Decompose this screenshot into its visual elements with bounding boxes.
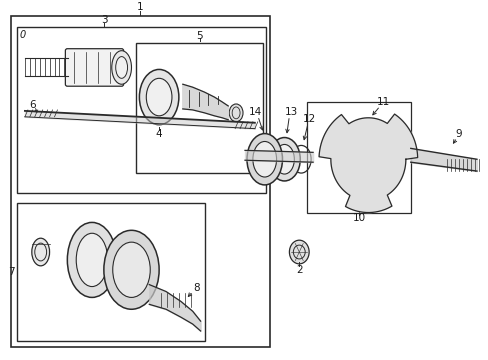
Text: 2: 2: [295, 265, 302, 275]
Ellipse shape: [268, 138, 300, 181]
Text: 11: 11: [376, 97, 389, 107]
Text: 8: 8: [193, 283, 200, 293]
Bar: [136, 43, 262, 173]
Ellipse shape: [67, 222, 117, 297]
Ellipse shape: [289, 240, 308, 264]
Text: 7: 7: [8, 267, 14, 277]
Text: 3: 3: [101, 15, 107, 25]
Text: 0: 0: [20, 30, 26, 40]
Polygon shape: [183, 84, 228, 120]
Ellipse shape: [103, 230, 159, 309]
Text: 14: 14: [249, 107, 262, 117]
Ellipse shape: [112, 51, 131, 84]
Ellipse shape: [139, 69, 179, 125]
Text: 13: 13: [284, 107, 297, 117]
Bar: [17, 203, 204, 341]
FancyBboxPatch shape: [65, 49, 123, 86]
Ellipse shape: [113, 242, 150, 297]
Ellipse shape: [146, 78, 172, 116]
Polygon shape: [318, 114, 417, 212]
Text: 9: 9: [455, 129, 462, 139]
Ellipse shape: [350, 146, 360, 156]
Ellipse shape: [32, 238, 49, 266]
Bar: [11, 16, 269, 347]
Text: 1: 1: [137, 2, 143, 12]
Ellipse shape: [229, 104, 243, 122]
Ellipse shape: [252, 141, 276, 177]
Ellipse shape: [246, 134, 282, 185]
Bar: [306, 102, 410, 212]
Text: 6: 6: [29, 100, 36, 110]
Ellipse shape: [363, 171, 372, 181]
Ellipse shape: [348, 138, 387, 181]
Text: 5: 5: [196, 31, 203, 41]
Text: 10: 10: [352, 213, 365, 224]
Ellipse shape: [375, 146, 386, 156]
Ellipse shape: [356, 145, 380, 173]
Ellipse shape: [76, 233, 107, 287]
Text: 12: 12: [302, 114, 315, 124]
Ellipse shape: [274, 144, 294, 174]
Ellipse shape: [116, 57, 127, 78]
Bar: [17, 27, 265, 193]
Text: 4: 4: [156, 129, 162, 139]
